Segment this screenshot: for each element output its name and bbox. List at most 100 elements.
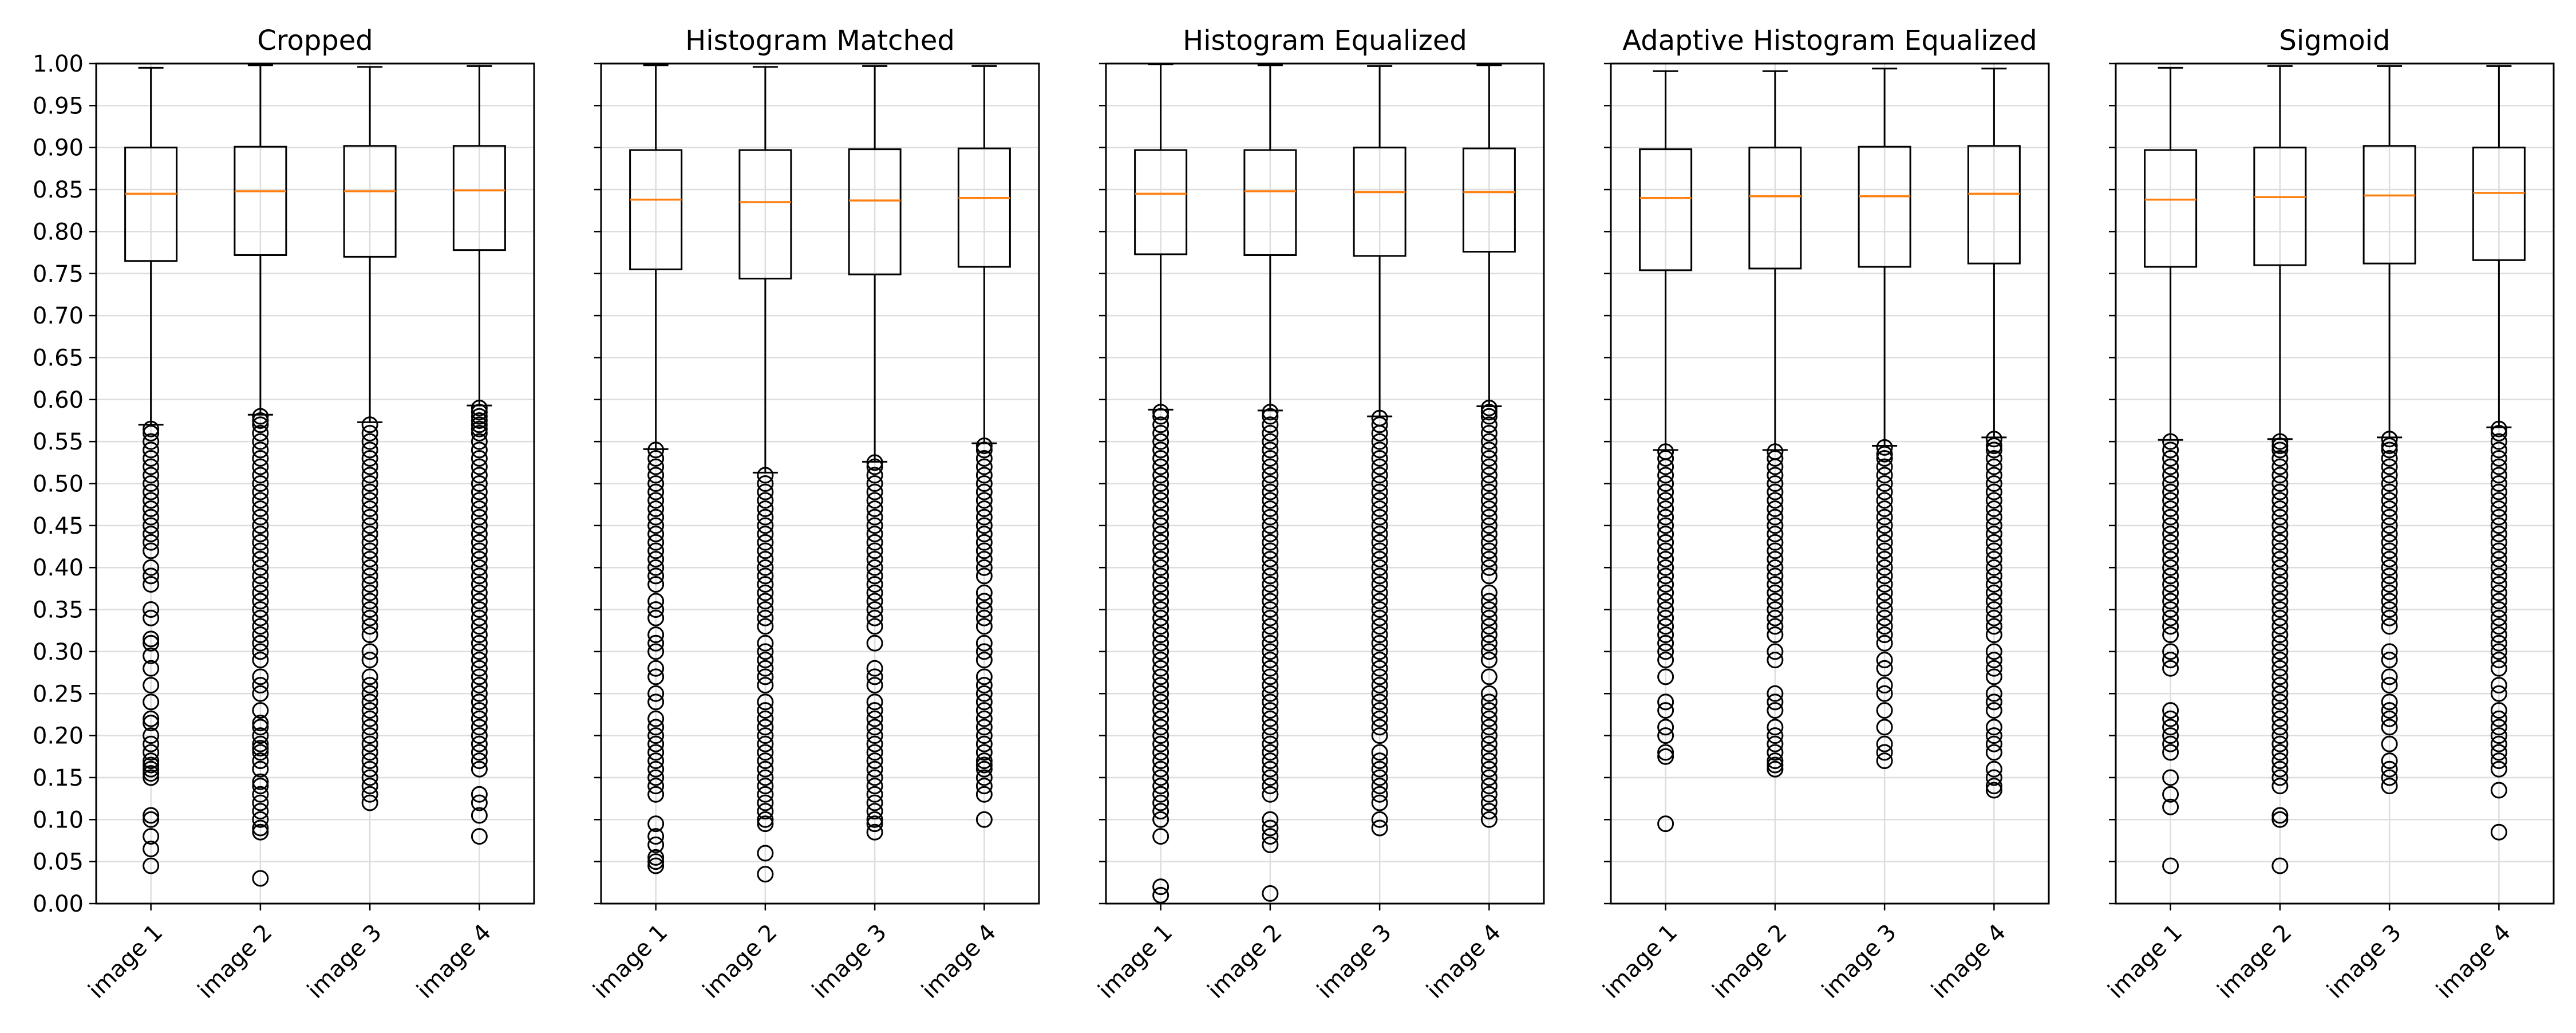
outlier-point (2381, 609, 2398, 626)
outlier-point (2490, 475, 2507, 492)
outlier-point (1876, 526, 1893, 543)
outlier-point (866, 609, 883, 626)
outlier-point (2490, 517, 2507, 534)
outlier-point (2490, 584, 2507, 601)
outlier-point (1985, 559, 2002, 576)
outlier-point (471, 735, 488, 752)
outlier-point (361, 517, 378, 534)
outlier-point (1876, 458, 1893, 475)
outlier-point (1767, 551, 1784, 568)
outlier-point (1152, 508, 1170, 526)
outlier-point (252, 677, 269, 694)
outlier-point (1371, 760, 1388, 778)
outlier-point (975, 744, 993, 761)
box-body (343, 145, 397, 258)
outlier-point (1262, 542, 1279, 559)
outlier-point (1876, 593, 1893, 610)
outlier-point (975, 719, 993, 736)
outlier-point (2381, 431, 2398, 448)
outlier-point (1371, 786, 1388, 803)
outlier-point (2271, 458, 2289, 475)
outlier-point (1767, 567, 1784, 585)
outlier-point (647, 542, 665, 559)
outlier-point (2381, 643, 2398, 660)
box-4 (2472, 65, 2526, 841)
outlier-point (143, 534, 160, 551)
outlier-point (471, 609, 488, 626)
box-1 (1134, 63, 1188, 904)
outlier-point (1262, 828, 1279, 845)
outlier-point (361, 702, 378, 719)
outlier-point (1985, 475, 2002, 492)
outlier-point (252, 803, 269, 820)
outlier-point (866, 769, 883, 786)
outlier-point (866, 719, 883, 736)
outlier-point (1262, 769, 1279, 786)
outlier-point (866, 760, 883, 778)
outlier-point (1262, 475, 1279, 492)
outlier-point (647, 567, 665, 585)
outlier-point (866, 727, 883, 744)
outlier-point (1152, 424, 1170, 441)
outlier-point (1985, 601, 2002, 618)
outlier-point (471, 526, 488, 543)
y-tick-label: 0.60 (33, 387, 84, 413)
outlier-point (252, 740, 269, 757)
box-body (1462, 147, 1516, 253)
outlier-point (1152, 702, 1170, 719)
outlier-point (471, 420, 488, 437)
outlier-point (2162, 660, 2179, 677)
outlier-point (1985, 782, 2002, 799)
outlier-point (1262, 441, 1279, 459)
outlier-point (2490, 634, 2507, 652)
box-body (2362, 145, 2416, 265)
outlier-point (1371, 492, 1388, 509)
outlier-point (975, 677, 993, 694)
outlier-point (1152, 567, 1170, 585)
outlier-point (1985, 778, 2002, 795)
outlier-point (1371, 778, 1388, 795)
outlier-point (1371, 526, 1388, 543)
subplot-3: image 1 image 2 image 3 image 4 Histogram Eq… (1093, 25, 1545, 1004)
outlier-point (143, 576, 160, 593)
outlier-point (647, 483, 665, 500)
outlier-point (471, 693, 488, 711)
outlier-point (1767, 534, 1784, 551)
panel-title: Histogram Equalized (1183, 25, 1467, 57)
outlier-point (1480, 601, 1498, 618)
outlier-point (2162, 601, 2179, 618)
outlier-point (2162, 534, 2179, 551)
outlier-point (252, 593, 269, 610)
outlier-point (1985, 685, 2002, 702)
outlier-point (1152, 643, 1170, 660)
outlier-point (252, 408, 269, 425)
outlier-point (252, 811, 269, 828)
outlier-point (866, 475, 883, 492)
outlier-point (361, 794, 378, 811)
outlier-point (2271, 685, 2289, 702)
outlier-point (361, 500, 378, 518)
outlier-point (1262, 836, 1279, 853)
outlier-point (1480, 475, 1498, 492)
outlier-point (1262, 584, 1279, 601)
outlier-point (2162, 576, 2179, 593)
outlier-point (1152, 601, 1170, 618)
outlier-point (647, 551, 665, 568)
outlier-point (1152, 652, 1170, 669)
outlier-point (1152, 433, 1170, 450)
outlier-point (143, 420, 160, 437)
outlier-point (1262, 693, 1279, 711)
outlier-point (1480, 685, 1498, 702)
outlier-point (2162, 710, 2179, 727)
outlier-point (1152, 634, 1170, 652)
y-tick-label: 0.00 (33, 891, 84, 917)
outlier-point (2490, 660, 2507, 677)
outlier-point (2162, 857, 2179, 874)
outlier-point (2490, 702, 2507, 719)
outlier-point (647, 601, 665, 618)
outlier-point (975, 778, 993, 795)
outlier-point (757, 786, 774, 803)
outlier-point (757, 508, 774, 526)
outlier-point (975, 534, 993, 551)
box-body (1243, 149, 1297, 256)
